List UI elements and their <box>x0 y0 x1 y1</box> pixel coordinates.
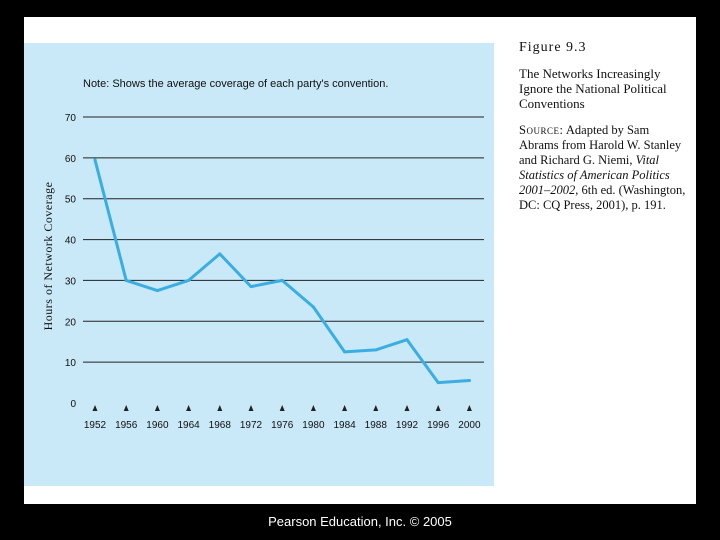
data-point <box>155 289 159 293</box>
x-tick-marker <box>217 405 223 411</box>
y-tick-label: 70 <box>65 113 77 124</box>
y-tick-label: 20 <box>65 317 77 328</box>
x-tick-label: 2000 <box>458 420 481 431</box>
line-chart: Note: Shows the average coverage of each… <box>41 78 484 431</box>
figure-title: The Networks Increasingly Ignore the Nat… <box>519 66 667 111</box>
y-tick-label: 60 <box>65 154 77 165</box>
series-line <box>93 158 471 385</box>
figure-label: Figure 9.3 <box>519 40 587 55</box>
x-tick-label: 1968 <box>209 420 232 431</box>
y-tick-label: 0 <box>70 399 76 410</box>
x-tick-label: 1976 <box>271 420 294 431</box>
x-tick-marker <box>310 405 316 411</box>
y-tick-label: 30 <box>65 276 77 287</box>
x-tick-marker <box>373 405 379 411</box>
x-tick-label: 1992 <box>396 420 419 431</box>
x-tick-label: 1972 <box>240 420 263 431</box>
x-tick-label: 1952 <box>84 420 107 431</box>
x-tick-label: 1996 <box>427 420 450 431</box>
data-point <box>218 252 222 256</box>
x-tick-marker <box>404 405 410 411</box>
y-tick-label: 10 <box>65 358 77 369</box>
data-point <box>374 348 378 352</box>
y-tick-label: 50 <box>65 195 77 206</box>
data-point <box>405 338 409 342</box>
data-point <box>343 350 347 354</box>
x-tick-marker <box>186 405 192 411</box>
y-tick-label: 40 <box>65 236 77 247</box>
x-tick-marker <box>466 405 472 411</box>
x-tick-marker <box>154 405 160 411</box>
data-point <box>124 278 128 282</box>
data-point <box>280 278 284 282</box>
figure-source: Source: Adapted by Sam Abrams from Harol… <box>519 123 691 213</box>
source-tail: , 6th ed. (Washington, DC: CQ Press, 200… <box>519 183 686 212</box>
data-point <box>436 381 440 385</box>
x-tick-label: 1988 <box>365 420 388 431</box>
data-point <box>467 379 471 383</box>
x-tick-label: 1964 <box>177 420 200 431</box>
source-label: Source: <box>519 123 564 137</box>
x-tick-marker <box>123 405 129 411</box>
data-point <box>187 278 191 282</box>
data-point <box>311 305 315 309</box>
x-tick-marker <box>342 405 348 411</box>
x-tick-marker <box>248 405 254 411</box>
data-point <box>249 285 253 289</box>
x-tick-label: 1980 <box>302 420 325 431</box>
y-axis-label: Hours of Network Coverage <box>41 182 55 331</box>
footer-copyright: Pearson Education, Inc. © 2005 <box>268 514 452 529</box>
x-tick-marker <box>92 405 98 411</box>
source-book-title: Vital Statistics of American Politics 20… <box>519 153 670 197</box>
source-text: Adapted by Sam Abrams from Harold W. Sta… <box>519 123 682 167</box>
data-point <box>93 158 97 162</box>
x-tick-label: 1956 <box>115 420 138 431</box>
x-tick-label: 1960 <box>146 420 169 431</box>
x-tick-marker <box>435 405 441 411</box>
x-tick-marker <box>279 405 285 411</box>
x-tick-label: 1984 <box>333 420 356 431</box>
figure-caption: Figure 9.3 The Networks Increasingly Ign… <box>519 40 691 213</box>
chart-note: Note: Shows the average coverage of each… <box>83 78 388 90</box>
